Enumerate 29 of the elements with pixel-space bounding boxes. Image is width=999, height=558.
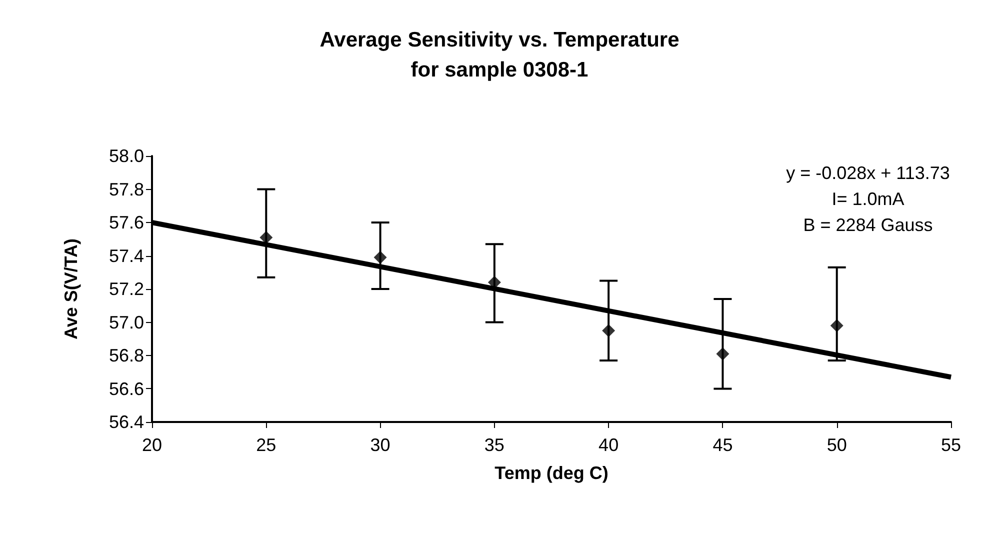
x-tick-label: 50 — [826, 435, 847, 455]
x-tick-label: 35 — [484, 435, 504, 455]
y-tick-label: 57.6 — [108, 212, 144, 232]
point — [830, 319, 844, 332]
y-tick-label: 56.4 — [108, 412, 144, 432]
x-tick-label: 55 — [940, 435, 962, 455]
y-tick-label: 57.0 — [108, 312, 144, 332]
x-axis-title: Temp (deg C) — [494, 463, 608, 483]
chart-title: Average Sensitivity vs. Temperature for sample 0308-1 — [320, 28, 680, 82]
y-tick-label: 58.0 — [108, 146, 144, 166]
annotation: I= 1.0mA — [832, 189, 904, 209]
y-axis-title: Ave S(V/TA) — [61, 238, 81, 340]
x-tick-label: 30 — [370, 435, 390, 455]
y-tick-label: 56.6 — [108, 378, 144, 399]
x-tick-label: 25 — [256, 435, 276, 455]
annotation: B = 2284 Gauss — [803, 215, 933, 235]
y-tick-label: 57.8 — [108, 179, 144, 200]
point — [716, 347, 730, 360]
y-tick-label: 57.2 — [108, 279, 144, 299]
point — [374, 250, 387, 264]
y-tick-label: 56.8 — [108, 346, 144, 366]
annotation: y = -0.028x + 113.73 — [786, 163, 950, 183]
x-tick-label: 45 — [712, 435, 733, 455]
x-tick-label: 20 — [142, 435, 162, 455]
y-tick-label: 57.4 — [108, 246, 144, 266]
x-tick-label: 40 — [598, 435, 619, 455]
point — [488, 276, 501, 289]
point — [602, 324, 616, 338]
point — [260, 230, 273, 244]
